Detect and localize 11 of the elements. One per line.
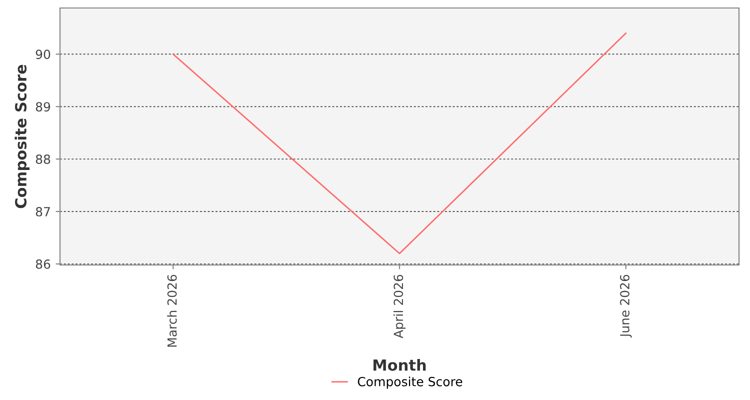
y-tick-label: 87: [36, 206, 50, 216]
y-tick-label: 90: [36, 50, 50, 60]
y-tick-label: 86: [36, 259, 50, 269]
x-tick-label: April 2026: [393, 274, 406, 338]
y-axis-title: Composite Score: [14, 64, 30, 208]
x-tick-label: June 2026: [620, 274, 632, 338]
x-tick-label: March 2026: [167, 274, 177, 347]
legend-label: Composite Score: [358, 376, 462, 389]
x-axis-title: Month: [374, 359, 426, 371]
y-tick-label: 88: [36, 154, 50, 164]
y-tick-label: 89: [36, 102, 50, 112]
